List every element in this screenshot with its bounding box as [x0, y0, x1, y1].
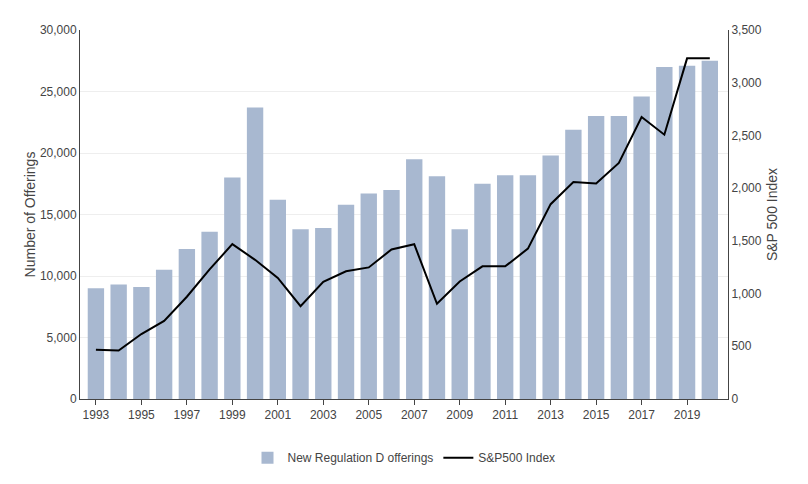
svg-text:2,000: 2,000 [731, 181, 761, 195]
svg-text:Number of Offerings: Number of Offerings [22, 152, 38, 278]
svg-text:2015: 2015 [583, 408, 610, 422]
svg-text:2003: 2003 [310, 408, 337, 422]
svg-text:3,000: 3,000 [731, 76, 761, 90]
svg-text:2001: 2001 [264, 408, 291, 422]
svg-text:2017: 2017 [628, 408, 655, 422]
svg-text:30,000: 30,000 [40, 23, 77, 37]
svg-text:2019: 2019 [674, 408, 701, 422]
svg-text:1,000: 1,000 [731, 287, 761, 301]
svg-text:2013: 2013 [537, 408, 564, 422]
svg-text:1999: 1999 [219, 408, 246, 422]
svg-text:1995: 1995 [128, 408, 155, 422]
svg-text:2009: 2009 [446, 408, 473, 422]
svg-text:3,500: 3,500 [731, 23, 761, 37]
svg-text:0: 0 [731, 392, 738, 406]
svg-text:New Regulation D offerings: New Regulation D offerings [288, 451, 434, 465]
svg-text:1997: 1997 [174, 408, 201, 422]
svg-text:1993: 1993 [83, 408, 110, 422]
svg-text:2011: 2011 [492, 408, 518, 422]
svg-text:0: 0 [70, 392, 77, 406]
svg-text:500: 500 [731, 339, 751, 353]
svg-text:1,500: 1,500 [731, 234, 761, 248]
svg-text:20,000: 20,000 [40, 146, 77, 160]
svg-text:5,000: 5,000 [47, 331, 77, 345]
svg-text:S&P500 Index: S&P500 Index [478, 451, 555, 465]
svg-text:2,500: 2,500 [731, 129, 761, 143]
svg-text:2005: 2005 [355, 408, 382, 422]
svg-text:S&P 500 Index: S&P 500 Index [764, 168, 780, 261]
svg-text:2007: 2007 [401, 408, 428, 422]
svg-text:25,000: 25,000 [40, 85, 77, 99]
svg-text:15,000: 15,000 [40, 208, 77, 222]
svg-text:10,000: 10,000 [40, 269, 77, 283]
